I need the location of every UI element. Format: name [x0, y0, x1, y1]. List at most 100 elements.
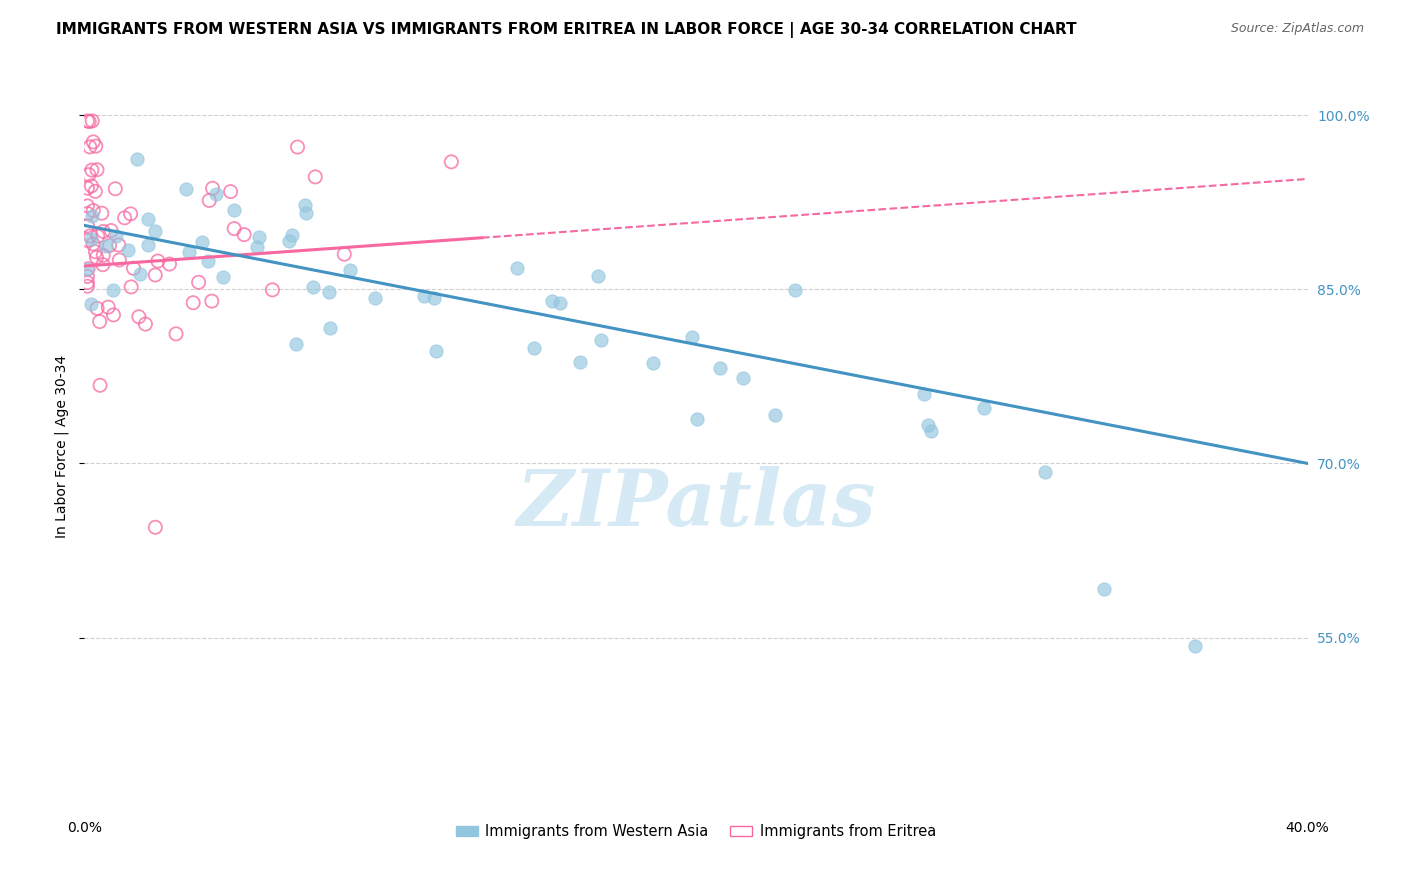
- Point: [84, 185, 107, 199]
- Point: [98, 238, 121, 252]
- Point: [76, 276, 98, 290]
- Point: [76, 234, 98, 248]
- Point: [120, 207, 142, 221]
- Point: [302, 280, 325, 294]
- Point: [143, 520, 166, 534]
- Point: [1184, 640, 1206, 654]
- Point: [76, 261, 98, 276]
- Point: [920, 424, 942, 438]
- Point: [79, 297, 101, 311]
- Point: [681, 330, 703, 344]
- Point: [222, 202, 245, 217]
- Point: [709, 361, 731, 376]
- Point: [117, 243, 139, 257]
- Point: [100, 223, 122, 237]
- Point: [523, 342, 546, 356]
- Point: [77, 261, 100, 276]
- Point: [76, 181, 98, 195]
- Point: [120, 280, 142, 294]
- Point: [143, 224, 166, 238]
- Point: [548, 295, 571, 310]
- Point: [77, 168, 100, 182]
- Point: [122, 261, 145, 276]
- Point: [177, 245, 200, 260]
- Point: [280, 227, 302, 242]
- Point: [101, 283, 124, 297]
- Point: [89, 378, 111, 392]
- Text: ZIPatlas: ZIPatlas: [516, 467, 876, 542]
- Point: [76, 269, 98, 284]
- Point: [412, 288, 434, 302]
- Point: [287, 140, 309, 154]
- Point: [104, 182, 127, 196]
- Point: [277, 234, 299, 248]
- Point: [191, 235, 214, 249]
- Point: [89, 315, 111, 329]
- Point: [128, 267, 150, 281]
- Point: [91, 224, 114, 238]
- Point: [339, 263, 361, 277]
- Point: [128, 310, 150, 324]
- Point: [233, 227, 256, 242]
- Point: [86, 301, 108, 316]
- Point: [86, 229, 108, 244]
- Point: [159, 257, 181, 271]
- Point: [76, 206, 98, 220]
- Point: [82, 114, 104, 128]
- Point: [84, 244, 107, 259]
- Point: [76, 279, 98, 293]
- Point: [917, 418, 939, 433]
- Point: [333, 247, 356, 261]
- Point: [80, 178, 103, 193]
- Point: [247, 230, 270, 244]
- Point: [80, 209, 103, 223]
- Point: [246, 239, 269, 253]
- Point: [79, 140, 101, 154]
- Point: [304, 169, 326, 184]
- Point: [198, 194, 221, 208]
- Point: [90, 206, 112, 220]
- Point: [108, 252, 131, 267]
- Point: [136, 212, 159, 227]
- Point: [82, 203, 104, 218]
- Point: [423, 292, 446, 306]
- Point: [80, 163, 103, 178]
- Point: [84, 139, 107, 153]
- Point: [181, 295, 204, 310]
- Point: [568, 355, 591, 369]
- Point: [912, 387, 935, 401]
- Point: [506, 260, 529, 275]
- Point: [440, 154, 463, 169]
- Point: [76, 199, 98, 213]
- Point: [763, 408, 786, 422]
- Point: [104, 229, 127, 244]
- Point: [86, 250, 108, 264]
- Point: [91, 258, 114, 272]
- Point: [294, 206, 316, 220]
- Point: [77, 114, 100, 128]
- Point: [284, 337, 307, 351]
- Point: [97, 300, 120, 314]
- Point: [425, 343, 447, 358]
- Point: [136, 237, 159, 252]
- Point: [201, 181, 224, 195]
- Point: [96, 239, 118, 253]
- Point: [364, 291, 387, 305]
- Point: [201, 294, 224, 309]
- Point: [318, 285, 340, 299]
- Point: [134, 317, 156, 331]
- Point: [76, 219, 98, 233]
- Point: [114, 211, 136, 225]
- Point: [86, 162, 108, 177]
- Point: [103, 308, 125, 322]
- Point: [219, 185, 242, 199]
- Point: [212, 270, 235, 285]
- Point: [973, 401, 995, 416]
- Point: [146, 254, 169, 268]
- Point: [785, 283, 807, 297]
- Y-axis label: In Labor Force | Age 30-34: In Labor Force | Age 30-34: [55, 354, 69, 538]
- Point: [262, 283, 284, 297]
- Point: [82, 135, 104, 149]
- Point: [91, 248, 114, 262]
- Point: [76, 114, 98, 128]
